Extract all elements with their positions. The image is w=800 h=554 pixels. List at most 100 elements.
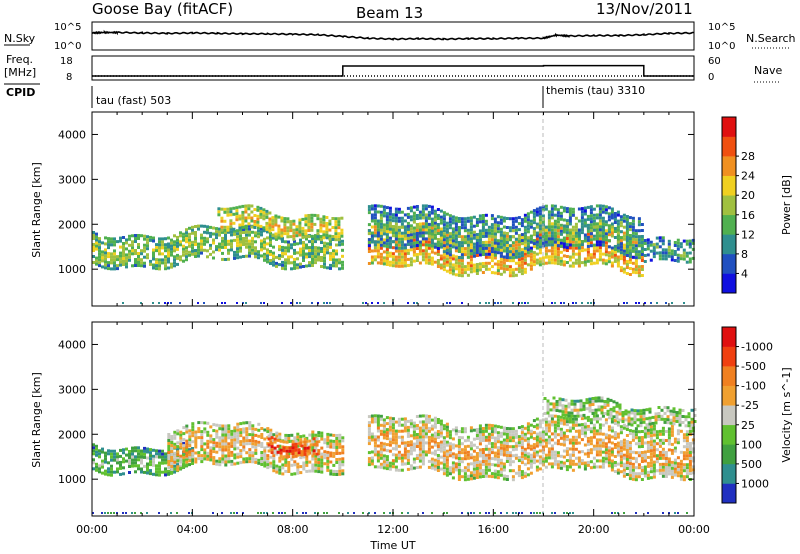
heatmap-cell xyxy=(269,455,273,459)
heatmap-cell xyxy=(281,248,284,252)
heatmap-cell xyxy=(475,467,479,470)
heatmap-cell xyxy=(484,435,488,439)
heatmap-cell xyxy=(430,247,434,251)
heatmap-cell xyxy=(610,252,614,256)
heatmap-cell xyxy=(400,429,404,433)
heatmap-cell xyxy=(448,238,452,242)
heatmap-cell xyxy=(553,231,557,235)
heatmap-cell xyxy=(469,441,473,445)
heatmap-cell xyxy=(254,457,258,461)
heatmap-cell xyxy=(520,263,524,267)
heatmap-cell xyxy=(279,451,283,455)
heatmap-cell xyxy=(551,302,553,304)
heatmap-cell xyxy=(439,467,443,471)
heatmap-cell xyxy=(580,225,584,229)
heatmap-cell xyxy=(305,442,309,446)
heatmap-cell xyxy=(487,225,491,229)
heatmap-cell xyxy=(601,228,605,232)
heatmap-cell xyxy=(385,251,389,254)
heatmap-cell xyxy=(562,455,566,459)
heatmap-cell xyxy=(107,470,110,474)
heatmap-cell xyxy=(574,429,578,433)
heatmap-cell xyxy=(296,302,298,304)
heatmap-cell xyxy=(367,211,371,215)
heatmap-cell xyxy=(170,441,174,444)
heatmap-cell xyxy=(598,426,602,430)
heatmap-cell xyxy=(191,422,195,426)
heatmap-cell xyxy=(524,302,526,304)
heatmap-cell xyxy=(583,431,587,435)
heatmap-cell xyxy=(526,440,530,444)
heatmap-cell xyxy=(302,256,305,259)
heatmap-cell xyxy=(433,227,437,231)
heatmap-cell xyxy=(535,252,539,256)
heatmap-cell xyxy=(95,235,98,239)
heatmap-cell xyxy=(631,468,635,472)
heatmap-cell xyxy=(487,465,491,469)
heatmap-cell xyxy=(559,430,563,434)
heatmap-cell xyxy=(412,448,416,452)
heatmap-cell xyxy=(517,426,521,430)
heatmap-cell xyxy=(311,237,314,240)
heatmap-cell xyxy=(517,456,521,460)
heatmap-cell xyxy=(311,463,315,467)
heatmap-cell xyxy=(604,262,608,266)
heatmap-cell xyxy=(379,216,383,220)
heatmap-cell xyxy=(532,431,536,435)
heatmap-cell xyxy=(218,242,221,246)
heatmap-cell xyxy=(598,222,602,226)
heatmap-cell xyxy=(406,449,410,453)
heatmap-cell xyxy=(445,467,449,471)
heatmap-cell xyxy=(167,266,170,270)
heatmap-cell xyxy=(469,474,473,478)
heatmap-cell xyxy=(454,453,458,457)
heatmap-cell xyxy=(484,453,488,457)
heatmap-cell xyxy=(406,461,410,465)
heatmap-cell xyxy=(586,415,590,419)
heatmap-cell xyxy=(586,253,590,257)
heatmap-cell xyxy=(589,442,593,446)
heatmap-cell xyxy=(421,225,425,229)
heatmap-cell xyxy=(436,421,440,424)
heatmap-cell xyxy=(391,261,395,265)
heatmap-cell xyxy=(478,472,482,476)
heatmap-cell xyxy=(460,220,464,224)
heatmap-cell xyxy=(376,426,380,430)
heatmap-cell xyxy=(215,233,218,237)
heatmap-cell xyxy=(634,256,638,260)
heatmap-cell xyxy=(104,472,107,476)
heatmap-cell xyxy=(424,222,428,226)
heatmap-cell xyxy=(433,233,437,237)
heatmap-cell xyxy=(577,231,581,235)
nsky-left-tick-bottom: 10^0 xyxy=(54,41,81,52)
heatmap-cell xyxy=(266,251,269,255)
heatmap-cell xyxy=(463,268,467,272)
heatmap-cell xyxy=(520,434,524,438)
heatmap-cell xyxy=(595,204,599,208)
heatmap-cell xyxy=(406,425,410,429)
heatmap-cell xyxy=(200,236,203,240)
heatmap-cell xyxy=(529,459,533,463)
colorbar-swatch xyxy=(722,156,736,176)
heatmap-cell xyxy=(329,242,332,246)
heatmap-cell xyxy=(631,438,635,442)
heatmap-cell xyxy=(460,469,464,473)
heatmap-cell xyxy=(424,204,428,208)
heatmap-cell xyxy=(565,228,569,232)
heatmap-cell xyxy=(562,245,566,249)
heatmap-cell xyxy=(113,240,116,244)
heatmap-cell xyxy=(265,227,269,231)
heatmap-cell xyxy=(433,458,437,462)
heatmap-cell xyxy=(550,261,554,265)
heatmap-cell xyxy=(547,258,551,262)
heatmap-cell xyxy=(532,254,536,258)
heatmap-cell xyxy=(224,258,227,261)
heatmap-cell xyxy=(631,255,635,259)
heatmap-cell xyxy=(592,237,596,241)
heatmap-cell xyxy=(544,240,548,244)
heatmap-cell xyxy=(412,247,416,251)
heatmap-cell xyxy=(265,209,269,213)
heatmap-cell xyxy=(460,451,464,455)
heatmap-cell xyxy=(224,433,228,437)
heatmap-cell xyxy=(313,222,317,226)
